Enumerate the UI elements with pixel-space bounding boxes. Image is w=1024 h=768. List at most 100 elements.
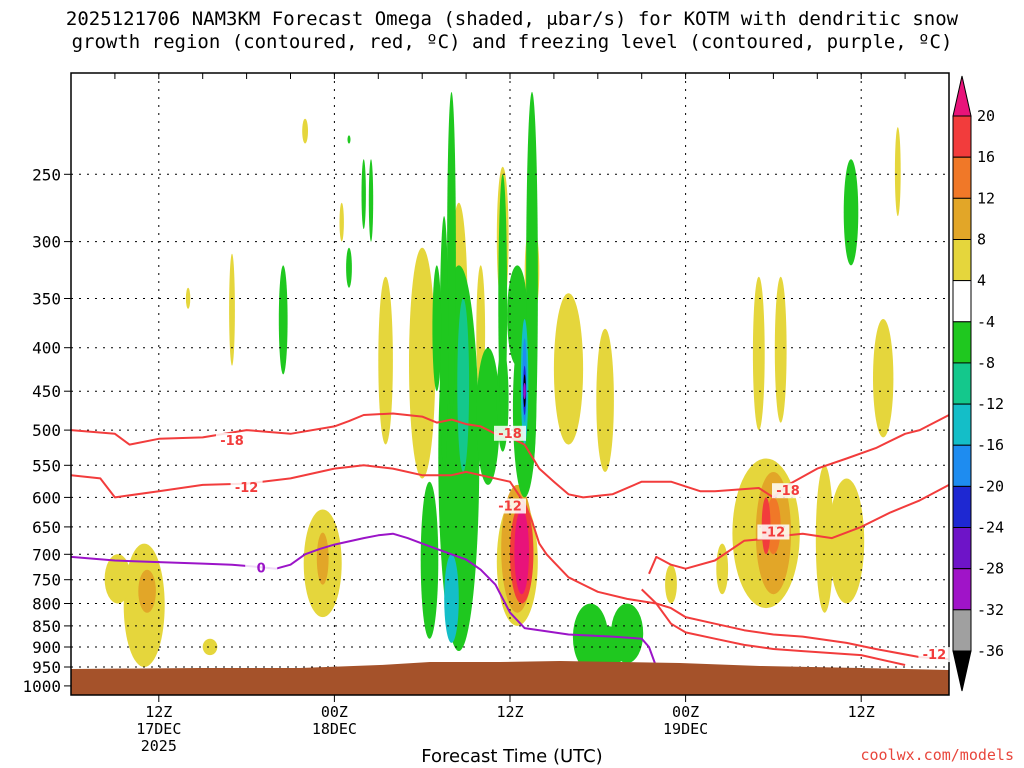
x-tick-label-42-1: 00Z xyxy=(672,703,699,721)
omega-region-23 xyxy=(665,564,677,604)
contour-label--18C-2: -18 xyxy=(776,484,800,499)
y-tick-label-650: 650 xyxy=(32,518,61,537)
colorbar-box-9 xyxy=(952,444,972,487)
y-tick-label-300: 300 xyxy=(32,233,61,252)
colorbar-box-5 xyxy=(952,280,972,323)
omega-region-52 xyxy=(278,265,288,375)
colorbar-box-4 xyxy=(952,239,972,282)
y-tick-label-950: 950 xyxy=(32,658,61,677)
y-axis: 250 300 350 400 450 500 550 600 650 700 750 800 850 9… xyxy=(22,165,71,696)
contour-label--12C-0: -12 xyxy=(235,481,259,496)
omega-region-29 xyxy=(752,276,765,431)
omega-region-21 xyxy=(553,293,584,445)
omega-region-31 xyxy=(815,465,834,613)
omega-region-22 xyxy=(596,328,614,472)
contour-label--12C-1: -12 xyxy=(498,500,522,515)
omega-region-18 xyxy=(514,509,529,595)
y-tick-label-550: 550 xyxy=(32,456,61,475)
colorbar-label-8: 8 xyxy=(977,231,986,249)
colorbar-label-12: 12 xyxy=(977,189,995,207)
omega-region-44 xyxy=(526,91,538,472)
omega-region-40 xyxy=(444,554,459,643)
colorbar-label--24: -24 xyxy=(977,519,1004,537)
omega-region-30 xyxy=(774,276,787,423)
contour-label--18C-0: -18 xyxy=(220,434,244,449)
omega-region-2 xyxy=(104,554,131,604)
colorbar-label-20: 20 xyxy=(977,107,995,125)
colorbar-box-13 xyxy=(952,609,972,652)
contour--12C xyxy=(71,464,949,661)
omega-region-24 xyxy=(716,543,729,595)
omega-region-57 xyxy=(368,159,374,242)
colorbar-bottom-triangle xyxy=(952,650,972,692)
colorbar-label--12: -12 xyxy=(977,395,1004,413)
colorbar-label-4: 4 xyxy=(977,272,986,290)
colorbar-box-12 xyxy=(952,568,972,611)
omega-region-32 xyxy=(829,478,865,604)
omega-region-33 xyxy=(873,319,894,438)
omega-region-4 xyxy=(229,253,235,366)
y-tick-label-500: 500 xyxy=(32,421,61,440)
y-tick-label-900: 900 xyxy=(32,638,61,657)
colorbar-label--36: -36 xyxy=(977,642,1004,660)
y-tick-label-1000: 1000 xyxy=(22,677,61,696)
contour-label-bg xyxy=(757,524,790,540)
colorbar-box-2 xyxy=(952,156,972,199)
y-tick-label-400: 400 xyxy=(32,339,61,358)
chart-title-line-1: 2025121706 NAM3KM Forecast Omega (shaded… xyxy=(65,8,959,30)
x-tick-label-54-1: 12Z xyxy=(848,703,875,721)
colorbar-label--20: -20 xyxy=(977,477,1004,495)
contour-label-bg xyxy=(245,560,278,576)
omega-region-56 xyxy=(361,159,366,230)
omega-region-11 xyxy=(409,247,436,479)
omega-region-59 xyxy=(439,216,449,472)
contour-label-bg xyxy=(230,480,263,495)
y-tick-label-750: 750 xyxy=(32,571,61,590)
x-tick-label-6-3: 2025 xyxy=(141,737,177,755)
temperature-contours xyxy=(71,412,949,668)
omega-region-62 xyxy=(498,174,508,431)
omega-region-49 xyxy=(523,382,526,400)
x-tick-label-18-2: 18DEC xyxy=(312,720,357,738)
chart-title-line-2: growth region (contoured, red, ºC) and f… xyxy=(71,31,953,53)
omega-region-58 xyxy=(447,92,456,415)
contour-label-bg xyxy=(918,647,951,663)
contour-label-0C-0: 0 xyxy=(257,562,266,577)
y-tick-label-700: 700 xyxy=(32,545,61,564)
omega-region-1 xyxy=(138,569,156,613)
omega-region-51 xyxy=(347,135,351,144)
omega-shading xyxy=(104,91,901,671)
omega-region-36 xyxy=(420,481,439,639)
credit-text: coolwx.com/models xyxy=(860,746,1014,764)
colorbar: 20 16 12 8 4 -4 -8 -12 -16 -20 -24 -28 -32 -36 xyxy=(952,75,1004,692)
omega-region-50 xyxy=(346,247,352,288)
terrain-ground xyxy=(71,661,949,695)
omega-region-3 xyxy=(202,638,218,656)
colorbar-label-16: 16 xyxy=(977,148,995,166)
omega-region-38 xyxy=(476,347,500,485)
omega-region-6 xyxy=(302,118,308,144)
x-tick-label-30-1: 12Z xyxy=(496,703,523,721)
colorbar-label--8: -8 xyxy=(977,354,995,372)
omega-region-8 xyxy=(316,532,329,585)
omega-region-34 xyxy=(894,127,901,217)
colorbar-box-10 xyxy=(952,485,972,529)
contour-label-bg xyxy=(772,483,804,499)
x-tick-label-42-2: 19DEC xyxy=(663,720,708,738)
y-tick-label-350: 350 xyxy=(32,290,61,309)
colorbar-label--32: -32 xyxy=(977,601,1004,619)
omega-region-55 xyxy=(581,625,629,667)
x-axis-label: Forecast Time (UTC) xyxy=(421,746,603,767)
x-tick-label-18-1: 00Z xyxy=(321,703,348,721)
contour-label-bg xyxy=(494,425,526,441)
y-tick-label-450: 450 xyxy=(32,382,61,401)
colorbar-label--4: -4 xyxy=(977,313,995,331)
contour--12C-c xyxy=(641,588,906,666)
colorbar-box-11 xyxy=(952,527,972,570)
omega-region-39 xyxy=(457,298,470,472)
omega-region-9 xyxy=(339,202,344,242)
colorbar-label--16: -16 xyxy=(977,436,1004,454)
omega-region-61 xyxy=(432,265,442,392)
